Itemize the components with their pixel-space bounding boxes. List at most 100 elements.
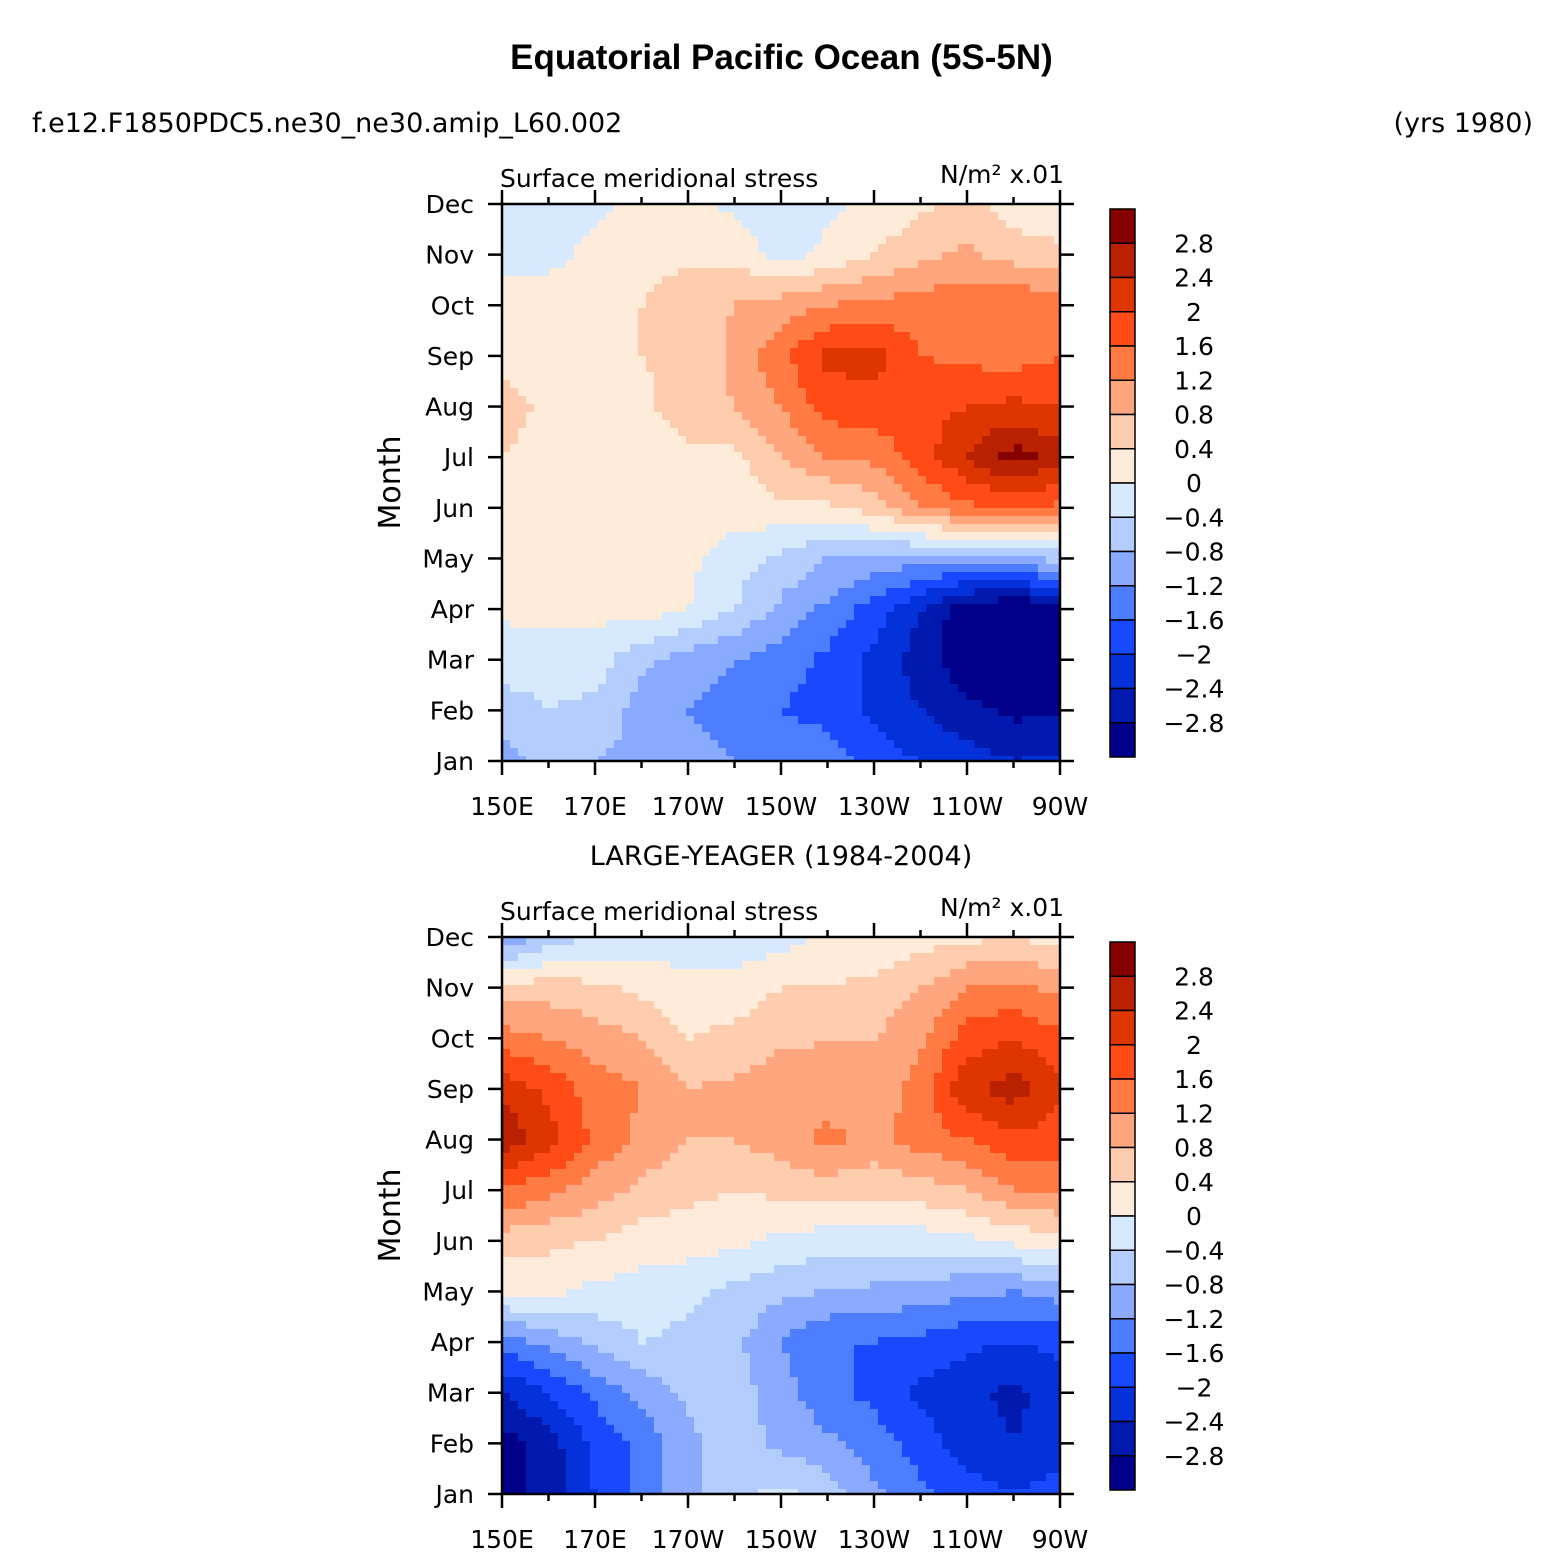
contour-cell [966,644,974,652]
contour-cell [750,484,758,492]
contour-cell [934,268,942,276]
contour-cell [814,612,822,620]
contour-cell [926,372,934,380]
contour-cell [614,700,622,708]
y-tick-label: Apr [431,595,475,624]
contour-cell [950,220,958,228]
contour-cell [998,228,1006,236]
contour-cell [598,668,606,676]
contour-cell [630,236,638,244]
contour-cell [990,740,998,748]
contour-cell [686,644,694,652]
contour-cell [678,748,686,756]
contour-cell [766,708,774,716]
contour-cell [502,492,510,500]
contour-cell [1054,332,1060,340]
contour-cell [606,676,614,684]
contour-cell [910,308,918,316]
contour-cell [590,476,598,484]
contour-cell [862,236,870,244]
contour-cell [678,596,686,604]
contour-cell [646,444,654,452]
contour-cell [670,724,678,732]
contour-cell [878,292,886,300]
contour-cell [830,380,838,388]
contour-cell [902,596,910,604]
contour-cell [814,700,822,708]
contour-cell [974,244,982,252]
contour-cell [566,284,574,292]
contour-cell [902,396,910,404]
contour-cell [590,436,598,444]
contour-cell [686,364,694,372]
contour-cell [862,556,870,564]
contour-cell [798,260,806,268]
contour-cell [782,492,790,500]
contour-cell [1030,588,1038,596]
contour-cell [678,300,686,308]
contour-cell [662,388,670,396]
contour-cell [686,444,694,452]
contour-cell [526,524,534,532]
contour-cell [974,532,982,540]
contour-cell [750,684,758,692]
contour-cell [566,652,574,660]
contour-cell [774,228,782,236]
contour-cell [758,692,766,700]
contour-cell [966,588,974,596]
contour-cell [790,532,798,540]
contour-cell [1046,588,1054,596]
contour-cell [614,332,622,340]
y-tick-label: Aug [425,393,474,422]
contour-cell [1038,268,1046,276]
contour-cell [694,316,702,324]
contour-cell [590,516,598,524]
contour-cell [718,372,726,380]
contour-cell [750,268,758,276]
contour-cell [662,740,670,748]
contour-cell [846,220,854,228]
contour-field [502,204,1060,761]
contour-cell [806,492,814,500]
contour-cell [638,436,646,444]
contour-cell [798,684,806,692]
contour-cell [926,756,934,761]
contour-cell [614,540,622,548]
contour-cell [654,612,662,620]
contour-cell [950,716,958,724]
contour-cell [710,508,718,516]
contour-cell [830,612,838,620]
contour-cell [806,372,814,380]
contour-cell [870,236,878,244]
contour-cell [550,260,558,268]
contour-cell [998,684,1006,692]
contour-cell [998,588,1006,596]
contour-cell [1006,732,1014,740]
contour-cell [958,396,966,404]
contour-cell [1046,452,1054,460]
contour-cell [926,396,934,404]
contour-cell [822,532,830,540]
contour-cell [942,212,950,220]
contour-cell [846,260,854,268]
contour-cell [542,444,550,452]
contour-cell [966,420,974,428]
contour-cell [854,588,862,596]
contour-cell [702,236,710,244]
contour-cell [918,508,926,516]
contour-cell [766,212,774,220]
contour-cell [526,348,534,356]
contour-cell [974,452,982,460]
contour-cell [910,660,918,668]
contour-cell [742,516,750,524]
contour-cell [1022,644,1030,652]
contour-cell [542,740,550,748]
contour-cell [814,228,822,236]
contour-cell [998,580,1006,588]
contour-cell [678,284,686,292]
contour-cell [750,556,758,564]
contour-cell [830,244,838,252]
contour-cell [918,636,926,644]
contour-cell [710,596,718,604]
contour-cell [614,500,622,508]
